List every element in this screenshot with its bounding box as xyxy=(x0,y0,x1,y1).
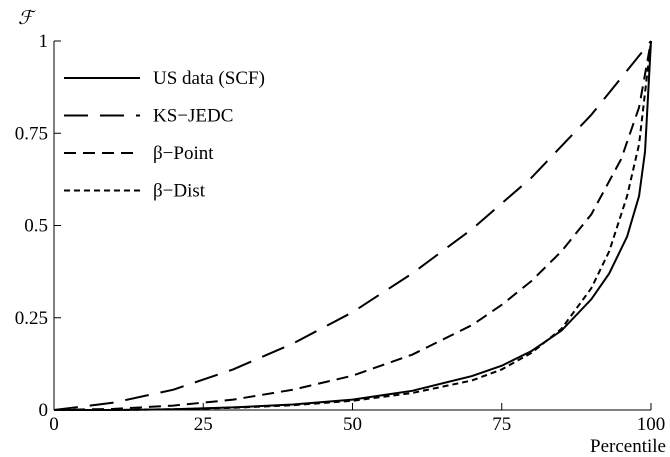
y-axis-label: ℱ xyxy=(18,8,36,29)
y-tick-label: 1 xyxy=(39,31,49,52)
x-tick-label: 25 xyxy=(194,414,213,435)
x-tick-label: 0 xyxy=(49,414,59,435)
x-tick-label: 75 xyxy=(492,414,511,435)
x-tick-label: 100 xyxy=(637,414,666,435)
legend-label-2: KS−JEDC xyxy=(153,106,233,127)
series-line-1 xyxy=(54,40,652,411)
legend: US data (SCF) KS−JEDC β−Point β−Dist xyxy=(64,68,265,202)
series-line-3 xyxy=(53,40,652,411)
series-line-2 xyxy=(53,40,652,411)
y-tick-label: 0.75 xyxy=(15,123,48,144)
series-line-4 xyxy=(54,40,652,411)
legend-label-1: US data (SCF) xyxy=(153,68,265,89)
y-tick-label: 0.25 xyxy=(15,308,48,329)
x-tick-label: 50 xyxy=(343,414,362,435)
axes: 0 25 50 75 100 0 0.25 0.5 0.75 1 xyxy=(15,31,666,435)
x-axis-label: Percentile xyxy=(590,436,666,457)
legend-label-3: β−Point xyxy=(153,143,214,164)
legend-label-4: β−Dist xyxy=(153,181,206,202)
series-group xyxy=(53,40,652,411)
y-tick-label: 0.5 xyxy=(24,216,48,237)
y-tick-label: 0 xyxy=(39,400,49,421)
